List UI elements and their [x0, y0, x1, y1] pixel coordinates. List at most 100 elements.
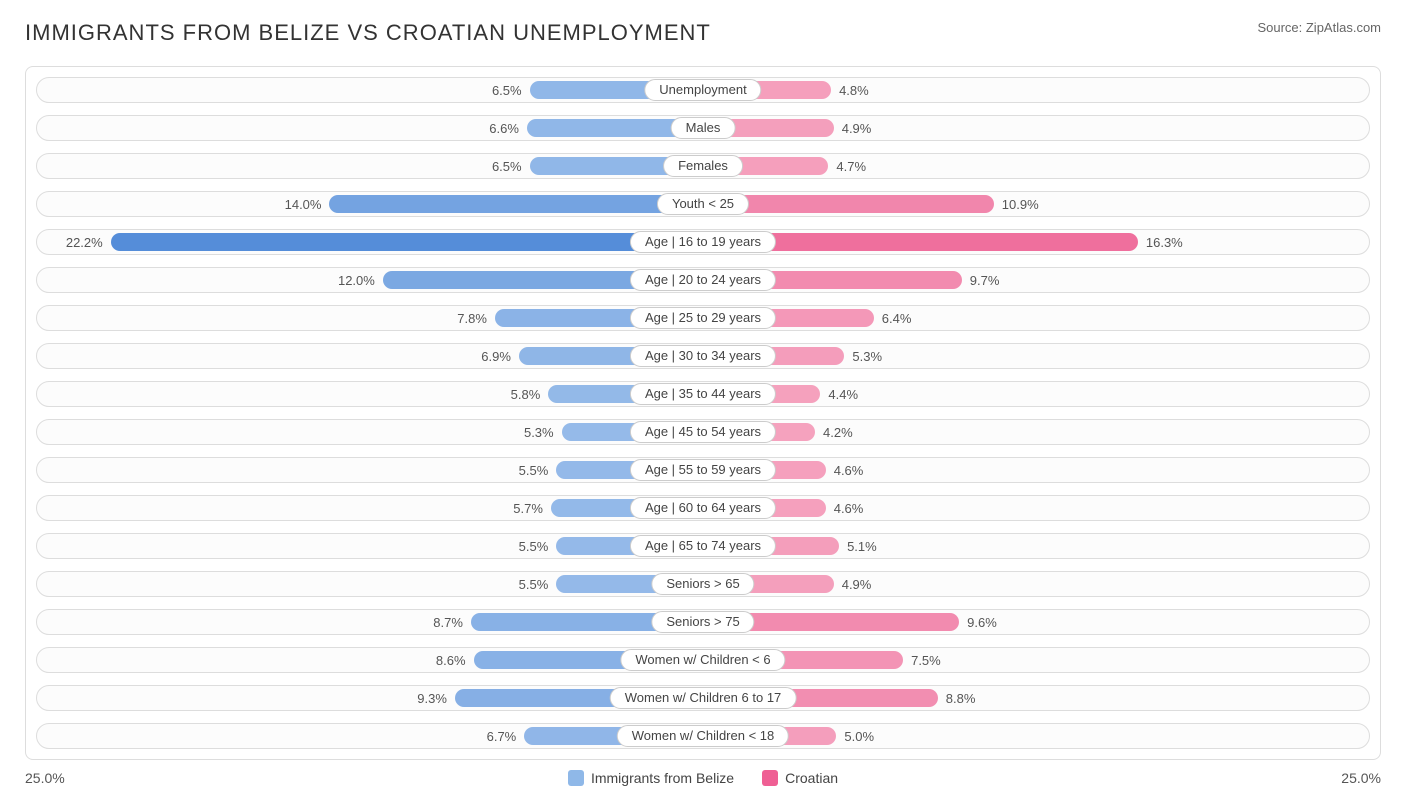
row-left-half: 6.9%	[36, 339, 703, 373]
legend-swatch-right	[762, 770, 778, 786]
category-label: Age | 35 to 44 years	[630, 383, 776, 405]
row-left-half: 22.2%	[36, 225, 703, 259]
legend-item-left: Immigrants from Belize	[568, 770, 734, 786]
left-value-label: 6.6%	[481, 121, 527, 136]
category-label: Age | 16 to 19 years	[630, 231, 776, 253]
row-right-half: 16.3%	[703, 225, 1370, 259]
row-right-half: 4.6%	[703, 453, 1370, 487]
legend-swatch-left	[568, 770, 584, 786]
right-value-label: 5.0%	[836, 729, 882, 744]
left-value-label: 5.8%	[503, 387, 549, 402]
right-value-label: 5.1%	[839, 539, 885, 554]
left-value-label: 5.5%	[511, 577, 557, 592]
row-right-half: 4.6%	[703, 491, 1370, 525]
left-bar	[329, 195, 703, 213]
right-value-label: 7.5%	[903, 653, 949, 668]
row-left-half: 12.0%	[36, 263, 703, 297]
chart-row: 8.6% 7.5% Women w/ Children < 6	[36, 643, 1370, 677]
legend: Immigrants from Belize Croatian	[568, 770, 838, 786]
row-right-half: 4.7%	[703, 149, 1370, 183]
left-value-label: 22.2%	[58, 235, 111, 250]
row-left-half: 14.0%	[36, 187, 703, 221]
right-value-label: 9.7%	[962, 273, 1008, 288]
row-left-half: 6.6%	[36, 111, 703, 145]
right-value-label: 8.8%	[938, 691, 984, 706]
row-left-half: 6.5%	[36, 149, 703, 183]
row-left-half: 6.5%	[36, 73, 703, 107]
chart-area: 6.5%4.8%Unemployment6.6%4.9%Males6.5%4.7…	[25, 66, 1381, 760]
category-label: Women w/ Children < 6	[620, 649, 785, 671]
row-right-half: 5.3%	[703, 339, 1370, 373]
chart-row: 14.0% 10.9% Youth < 25	[36, 187, 1370, 221]
left-bar	[111, 233, 703, 251]
row-right-half: 8.8%	[703, 681, 1370, 715]
category-label: Age | 55 to 59 years	[630, 459, 776, 481]
right-value-label: 10.9%	[994, 197, 1047, 212]
row-left-half: 5.8%	[36, 377, 703, 411]
left-value-label: 6.5%	[484, 83, 530, 98]
right-value-label: 4.7%	[828, 159, 874, 174]
right-value-label: 4.9%	[834, 577, 880, 592]
row-left-half: 6.7%	[36, 719, 703, 753]
category-label: Unemployment	[644, 79, 761, 101]
legend-item-right: Croatian	[762, 770, 838, 786]
row-right-half: 4.9%	[703, 567, 1370, 601]
chart-row: 6.5% 4.7% Females	[36, 149, 1370, 183]
row-right-half: 4.9%	[703, 111, 1370, 145]
row-right-half: 5.1%	[703, 529, 1370, 563]
left-value-label: 7.8%	[449, 311, 495, 326]
row-left-half: 9.3%	[36, 681, 703, 715]
left-value-label: 5.3%	[516, 425, 562, 440]
row-right-half: 4.4%	[703, 377, 1370, 411]
row-left-half: 8.7%	[36, 605, 703, 639]
left-value-label: 14.0%	[277, 197, 330, 212]
right-value-label: 4.2%	[815, 425, 861, 440]
right-value-label: 4.6%	[826, 501, 872, 516]
axis-right-max: 25.0%	[1341, 770, 1381, 786]
row-right-half: 6.4%	[703, 301, 1370, 335]
chart-row: 6.9% 5.3% Age | 30 to 34 years	[36, 339, 1370, 373]
left-value-label: 6.9%	[473, 349, 519, 364]
chart-row: 6.7% 5.0% Women w/ Children < 18	[36, 719, 1370, 753]
chart-title: IMMIGRANTS FROM BELIZE VS CROATIAN UNEMP…	[25, 20, 711, 46]
right-value-label: 4.8%	[831, 83, 877, 98]
category-label: Youth < 25	[657, 193, 749, 215]
axis-left-max: 25.0%	[25, 770, 65, 786]
row-left-half: 5.5%	[36, 529, 703, 563]
category-label: Seniors > 65	[651, 573, 754, 595]
chart-row: 7.8%6.4%Age | 25 to 29 years	[36, 301, 1370, 335]
chart-footer: 25.0% Immigrants from Belize Croatian 25…	[25, 770, 1381, 786]
chart-row: 5.3%4.2%Age | 45 to 54 years	[36, 415, 1370, 449]
right-value-label: 4.4%	[820, 387, 866, 402]
right-value-label: 4.9%	[834, 121, 880, 136]
right-value-label: 5.3%	[844, 349, 890, 364]
left-value-label: 8.7%	[425, 615, 471, 630]
chart-source: Source: ZipAtlas.com	[1257, 20, 1381, 35]
category-label: Age | 20 to 24 years	[630, 269, 776, 291]
row-left-half: 5.3%	[36, 415, 703, 449]
chart-row: 8.7% 9.6% Seniors > 75	[36, 605, 1370, 639]
right-value-label: 9.6%	[959, 615, 1005, 630]
chart-row: 5.5% 4.9% Seniors > 65	[36, 567, 1370, 601]
left-value-label: 6.5%	[484, 159, 530, 174]
chart-row: 12.0% 9.7% Age | 20 to 24 years	[36, 263, 1370, 297]
row-right-half: 9.6%	[703, 605, 1370, 639]
row-left-half: 5.5%	[36, 453, 703, 487]
category-label: Women w/ Children 6 to 17	[610, 687, 797, 709]
right-value-label: 16.3%	[1138, 235, 1191, 250]
row-left-half: 5.7%	[36, 491, 703, 525]
category-label: Women w/ Children < 18	[617, 725, 789, 747]
chart-row: 5.8% 4.4% Age | 35 to 44 years	[36, 377, 1370, 411]
row-left-half: 8.6%	[36, 643, 703, 677]
left-value-label: 6.7%	[479, 729, 525, 744]
category-label: Seniors > 75	[651, 611, 754, 633]
row-left-half: 5.5%	[36, 567, 703, 601]
chart-row: 9.3% 8.8% Women w/ Children 6 to 17	[36, 681, 1370, 715]
legend-label-right: Croatian	[785, 770, 838, 786]
category-label: Females	[663, 155, 743, 177]
row-right-half: 10.9%	[703, 187, 1370, 221]
right-value-label: 6.4%	[874, 311, 920, 326]
right-value-label: 4.6%	[826, 463, 872, 478]
row-left-half: 7.8%	[36, 301, 703, 335]
category-label: Age | 30 to 34 years	[630, 345, 776, 367]
